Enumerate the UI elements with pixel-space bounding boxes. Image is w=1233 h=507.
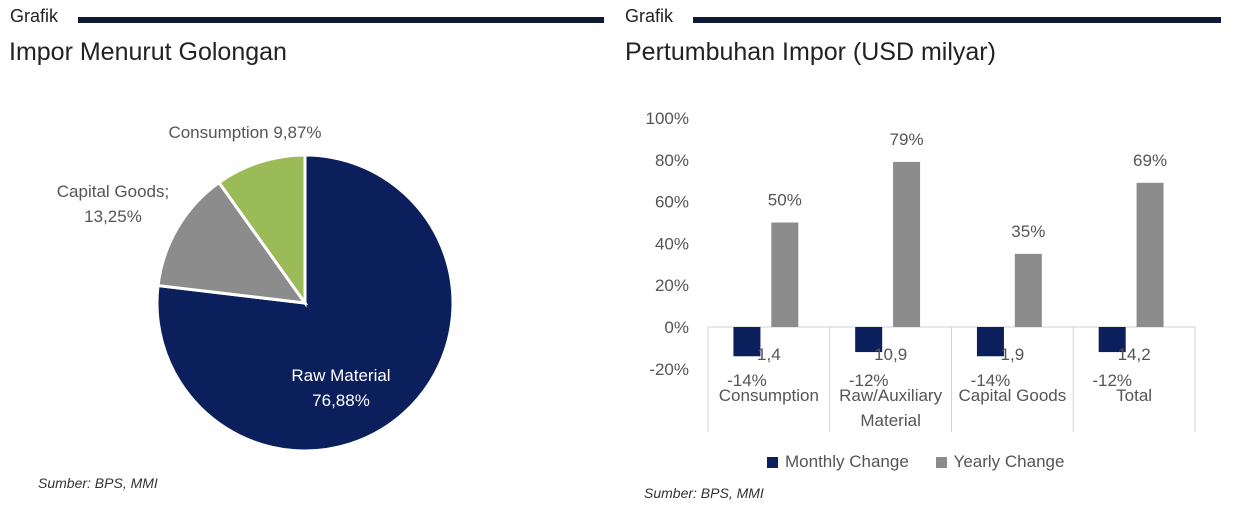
pie-value-raw-material: 76,88%	[312, 391, 370, 410]
bar-yearly-change	[1014, 253, 1042, 327]
legend-item-monthly: Monthly Change	[767, 452, 909, 472]
data-label-yearly: 69%	[1133, 151, 1167, 170]
left-grafik-label: Grafik	[10, 6, 59, 26]
pie-slice-capital-goods	[156, 180, 309, 305]
left-chart-title: Impor Menurut Golongan	[9, 38, 287, 66]
category-value-label: 10,9	[874, 345, 907, 364]
bar-monthly-change	[1098, 327, 1126, 353]
right-source-note: Sumber: BPS, MMI	[644, 485, 764, 501]
pie-label-consumption: Consumption 9,87%	[168, 123, 321, 142]
category-value-label: 14,2	[1118, 345, 1151, 364]
x-category-label: Consumption	[719, 386, 819, 405]
bar-monthly-change	[976, 327, 1004, 357]
legend-item-yearly: Yearly Change	[935, 452, 1065, 472]
right-header-rule	[693, 17, 1221, 23]
data-label-monthly: -14%	[727, 371, 767, 390]
x-category-label: Capital Goods	[959, 386, 1067, 405]
category-value-label: 1,4	[757, 345, 781, 364]
y-tick-label: 60%	[655, 193, 689, 212]
bar-yearly-change	[1136, 182, 1164, 327]
data-label-monthly: -12%	[849, 371, 889, 390]
x-category-label: Raw/Auxiliary	[839, 386, 942, 405]
y-tick-label: 20%	[655, 276, 689, 295]
right-grafik-label: Grafik	[625, 6, 674, 26]
bar-monthly-change	[733, 327, 761, 357]
left-header-rule	[78, 17, 604, 23]
right-chart-panel: Grafik Pertumbuhan Impor (USD milyar) 10…	[617, 0, 1233, 507]
data-label-monthly: -14%	[971, 371, 1011, 390]
data-label-monthly: -12%	[1092, 371, 1132, 390]
pie-chart: Raw Material 76,88% Capital Goods; 13,25% Co…	[57, 123, 455, 453]
data-label-yearly: 35%	[1011, 222, 1045, 241]
legend-label-monthly: Monthly Change	[785, 452, 909, 471]
bar-monthly-change	[855, 327, 883, 353]
legend-swatch-yearly	[935, 456, 947, 468]
category-value-label: 1,9	[1001, 345, 1025, 364]
bar-chart: 100% 80% 60% 40% 20% 0% -20% 50% -14% 1,4 Consumpt…	[646, 109, 1196, 432]
y-tick-label: 100%	[646, 109, 689, 128]
bar-yearly-change	[771, 222, 799, 327]
x-category-label-line2: Material	[860, 411, 920, 430]
y-tick-label: 0%	[664, 318, 689, 337]
data-label-yearly: 79%	[890, 130, 924, 149]
bar-legend: Monthly Change Yearly Change	[767, 452, 1086, 473]
legend-label-yearly: Yearly Change	[953, 452, 1065, 471]
y-tick-label: 40%	[655, 234, 689, 253]
x-category-label: Total	[1116, 386, 1152, 405]
pie-label-capital-goods: Capital Goods;	[57, 182, 169, 201]
y-tick-label: -20%	[649, 360, 689, 379]
pie-label-raw-material: Raw Material	[291, 366, 390, 385]
bar-yearly-change	[893, 161, 921, 327]
left-chart-panel: Grafik Impor Menurut Golongan Raw Materi…	[0, 0, 610, 507]
data-label-yearly: 50%	[768, 191, 802, 210]
y-tick-label: 80%	[655, 151, 689, 170]
left-source-note: Sumber: BPS, MMI	[38, 475, 158, 491]
pie-slice-consumption	[216, 153, 307, 308]
right-chart-title: Pertumbuhan Impor (USD milyar)	[625, 38, 996, 66]
legend-swatch-monthly	[767, 456, 778, 468]
pie-value-capital-goods: 13,25%	[84, 207, 142, 226]
